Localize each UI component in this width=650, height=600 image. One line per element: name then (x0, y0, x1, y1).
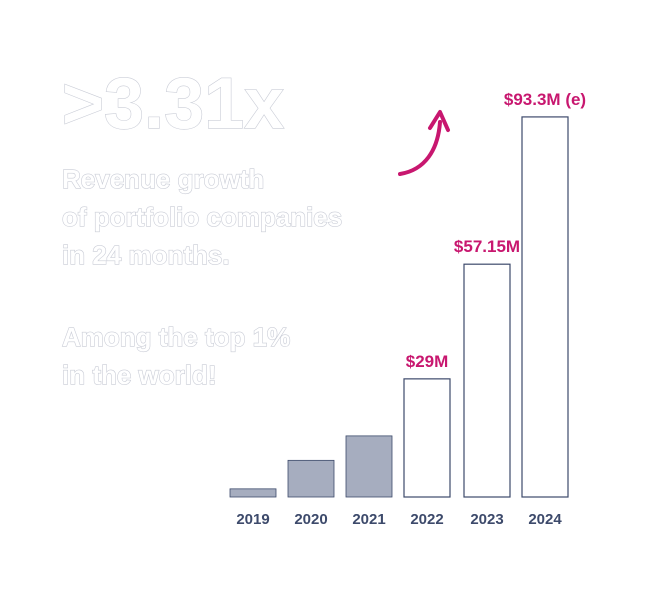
bar (345, 435, 393, 498)
value-label: $29M (406, 352, 449, 371)
x-tick-label: 2022 (410, 511, 443, 528)
headline: >3.31x (62, 64, 284, 144)
note-line: Among the top 1% (62, 322, 290, 352)
x-tick-label: 2019 (236, 511, 269, 528)
bar (521, 116, 569, 498)
x-tick-label: 2021 (352, 511, 385, 528)
value-label: $93.3M (e) (504, 90, 586, 109)
bar (287, 459, 335, 498)
bar (403, 378, 451, 498)
growth-arrow-head (428, 110, 450, 132)
bar (229, 488, 277, 498)
x-tick-label: 2024 (528, 511, 562, 528)
bar (463, 263, 511, 498)
x-tick-label: 2020 (294, 511, 327, 528)
description-line: in 24 months. (62, 240, 230, 270)
growth-arrow (398, 120, 442, 176)
value-label: $57.15M (454, 237, 520, 256)
description-line: of portfolio companies (62, 202, 342, 232)
x-tick-label: 2023 (470, 511, 503, 528)
description-line: Revenue growth (62, 164, 264, 194)
note-line: in the world! (62, 360, 217, 390)
